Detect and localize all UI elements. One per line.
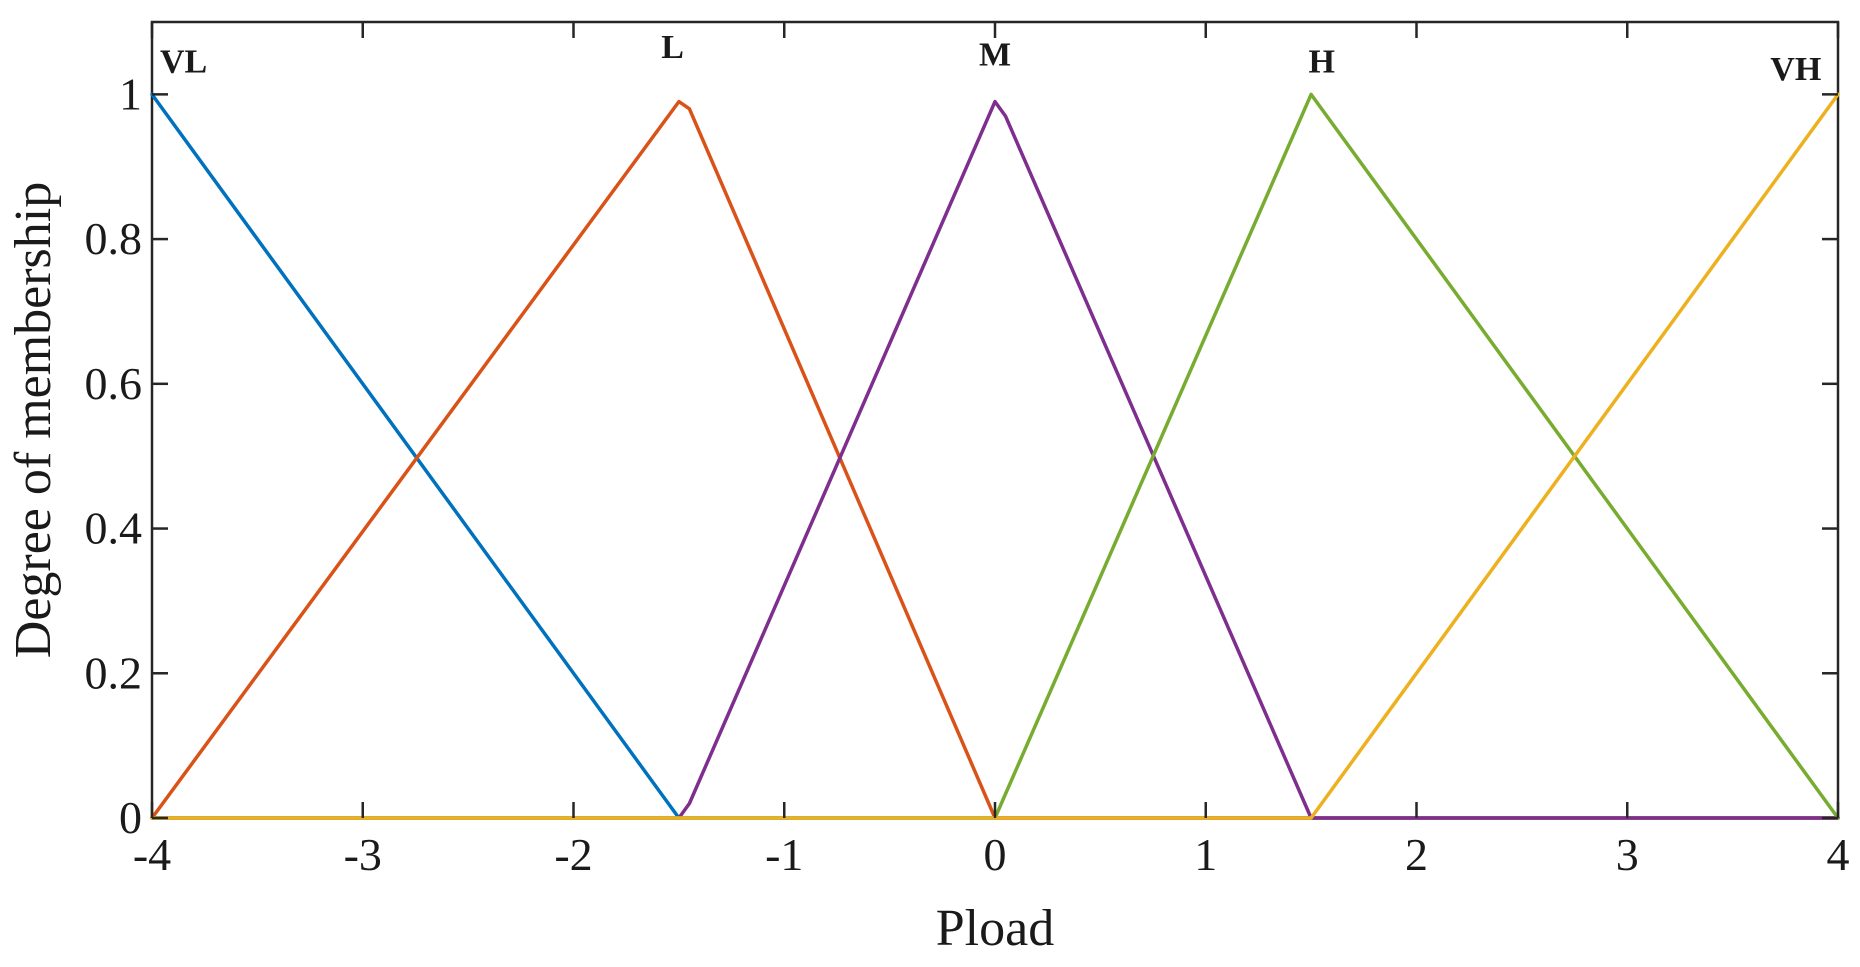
plot-frame (150, 20, 1840, 820)
series-layer (150, 92, 1840, 820)
x-tick-label: -1 (765, 829, 803, 880)
x-tick-label: 4 (1827, 829, 1850, 880)
y-tick-label: 0.2 (85, 647, 143, 698)
x-tick-label: -4 (133, 829, 171, 880)
x-axis-title: Pload (936, 900, 1054, 957)
y-axis-title: Degree of membership (5, 182, 62, 658)
series-line-h (150, 92, 1840, 820)
y-tick-label: 0.8 (85, 213, 143, 264)
x-tick-label: 0 (984, 829, 1007, 880)
set-label-vl: VL (160, 44, 207, 81)
plot-area (150, 20, 1840, 820)
y-tick-label: 0 (119, 792, 142, 843)
set-label-vh: VH (1770, 51, 1821, 88)
x-tick-label: 1 (1194, 829, 1217, 880)
x-tick-label: 2 (1405, 829, 1428, 880)
y-tick-label: 0.4 (85, 503, 143, 554)
series-line-vh (150, 92, 1840, 820)
set-labels: VL L M H VH (160, 29, 1821, 88)
x-tick-label: -2 (554, 829, 592, 880)
x-tick-label: -3 (344, 829, 382, 880)
set-label-l: L (661, 29, 684, 66)
series-line-vl (150, 92, 1840, 820)
axis-ticks: -4 -3 -2 -1 0 1 2 3 4 0 0.2 0.4 0.6 0.8 1 (85, 22, 1850, 880)
x-tick-label: 3 (1616, 829, 1639, 880)
set-label-h: H (1308, 44, 1334, 81)
series-line-m (150, 99, 1840, 820)
y-tick-label: 1 (119, 68, 142, 119)
y-tick-label: 0.6 (85, 358, 143, 409)
series-line-l (150, 99, 1840, 820)
set-label-m: M (979, 36, 1011, 73)
